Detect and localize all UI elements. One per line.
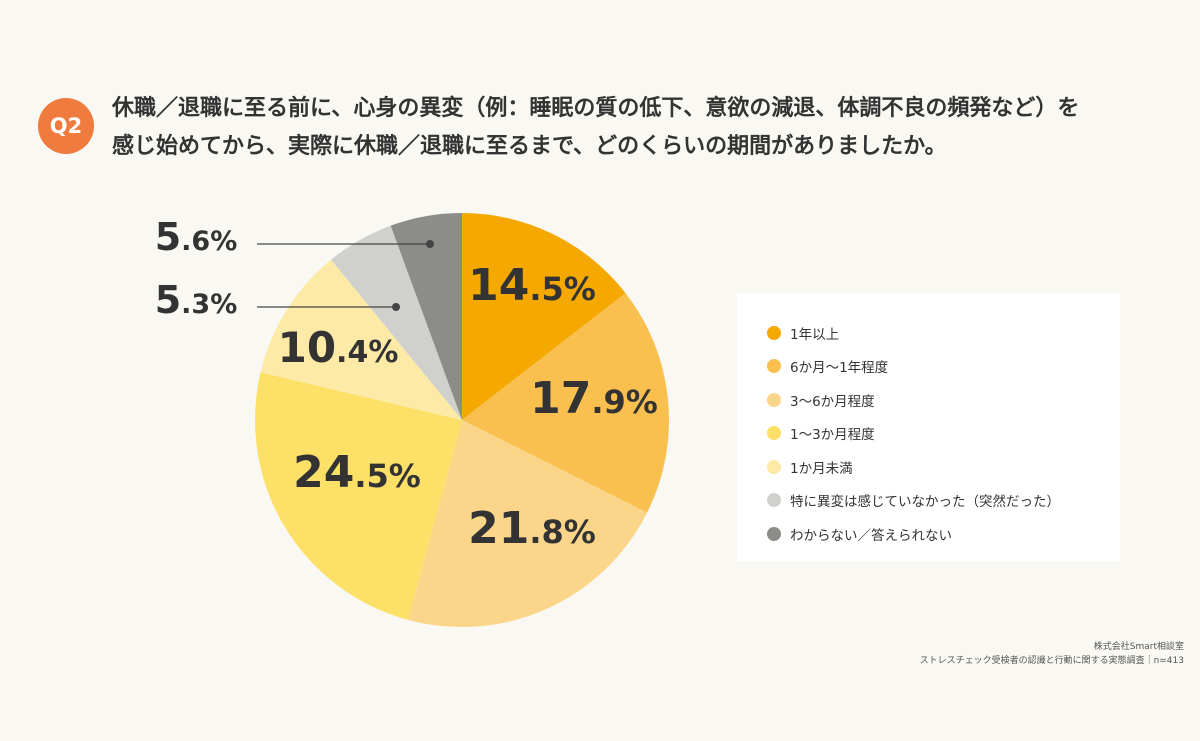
- question-line-2: 感じ始めてから、実際に休職／退職に至るまで、どのくらいの期間がありましたか。: [112, 134, 947, 159]
- legend-swatch: [767, 392, 781, 407]
- legend-item-1: 1年以上: [767, 316, 1120, 350]
- legend-item-2: 6か月〜1年程度: [767, 350, 1120, 384]
- legend-label: わからない／答えられない: [790, 527, 952, 544]
- legend-label: 6か月〜1年程度: [790, 360, 889, 377]
- legend-swatch: [767, 359, 781, 374]
- legend-swatch: [767, 325, 781, 340]
- question-badge: Q2: [38, 98, 94, 154]
- legend-item-3: 3〜6か月程度: [767, 383, 1120, 417]
- source-note: 株式会社Smart相談室 ストレスチェック受検者の認識と行動に関する実態調査｜n…: [920, 640, 1184, 668]
- legend-item-5: 1か月未満: [767, 450, 1120, 484]
- legend-item-6: 特に異変は感じていなかった（突然だった）: [767, 484, 1120, 518]
- slice-label-4: 24.5%: [293, 447, 421, 498]
- pie-slice-5: [260, 259, 462, 420]
- legend-label: 3〜6か月程度: [790, 393, 875, 410]
- leader-dot-6: [392, 303, 400, 311]
- legend-label: 1か月未満: [790, 460, 853, 477]
- slice-label-6: 5.3%: [155, 278, 238, 322]
- slice-label-5: 10.4%: [278, 323, 399, 372]
- slice-label-2: 17.9%: [530, 373, 658, 424]
- leader-dot-7: [426, 240, 434, 248]
- legend-swatch: [767, 459, 781, 474]
- pie-slice-6: [331, 225, 462, 420]
- slice-label-3: 21.8%: [468, 503, 596, 554]
- legend-swatch: [767, 426, 781, 441]
- legend-label: 1年以上: [790, 326, 840, 343]
- source-survey: ストレスチェック受検者の認識と行動に関する実態調査｜n=413: [919, 656, 1184, 666]
- question-text: 休職／退職に至る前に、心身の異変（例：睡眠の質の低下、意欲の減退、体調不良の頻発…: [112, 90, 1172, 166]
- pie-slice-2: [462, 293, 669, 513]
- pie-slice-1: [462, 213, 626, 420]
- legend-item-7: わからない／答えられない: [767, 517, 1120, 551]
- source-company: 株式会社Smart相談室: [1093, 642, 1184, 652]
- question-line-1: 休職／退職に至る前に、心身の異変（例：睡眠の質の低下、意欲の減退、体調不良の頻発…: [112, 96, 1080, 121]
- pie-slice-7: [390, 213, 462, 420]
- slice-label-1: 14.5%: [468, 260, 596, 311]
- pie-slice-3: [408, 420, 648, 627]
- legend-item-4: 1〜3か月程度: [767, 417, 1120, 451]
- legend-label: 1〜3か月程度: [790, 427, 875, 444]
- slice-label-7: 5.6%: [155, 215, 238, 259]
- legend-swatch: [767, 526, 781, 541]
- legend-label: 特に異変は感じていなかった（突然だった）: [790, 494, 1060, 511]
- legend-swatch: [767, 493, 781, 508]
- pie-slice-4: [255, 372, 462, 620]
- chart-legend: 1年以上 6か月〜1年程度 3〜6か月程度 1〜3か月程度 1か月未満特に異変は感じてい…: [737, 293, 1120, 561]
